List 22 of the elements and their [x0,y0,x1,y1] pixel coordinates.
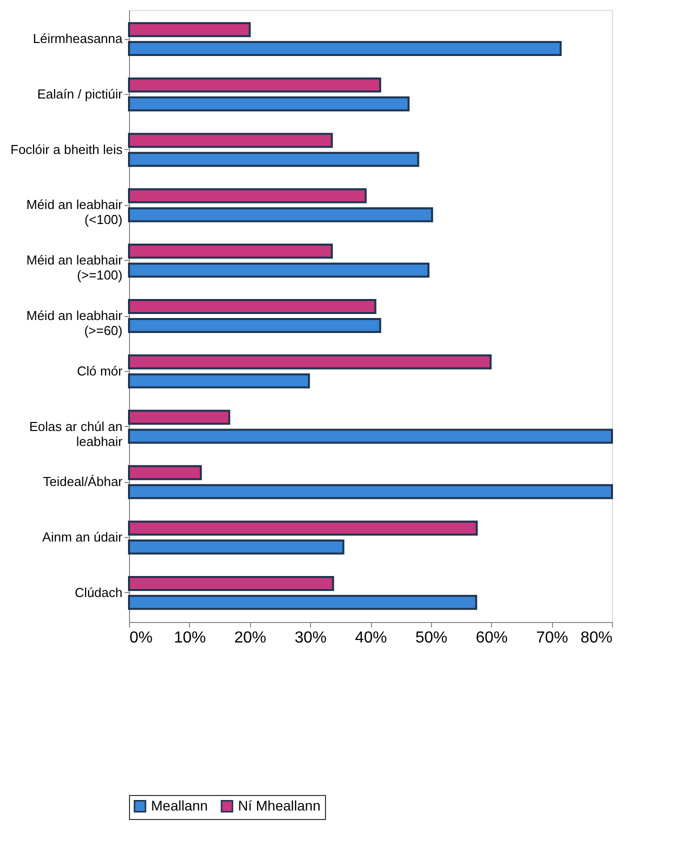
y-tick-label: Méid an leabhair (>=100) [26,252,124,283]
y-tick-label: Teideal/Ábhar [43,474,124,490]
x-tick-label: 30% [294,630,327,646]
x-tick-label: 80% [580,630,612,646]
y-tick-label: Ealaín / pictiúir [37,86,124,102]
x-tick-label: 0% [130,630,153,646]
y-tick-label: Cló mór [76,363,124,378]
y-tick-label: Eolas ar chúl an leabhair [29,418,124,449]
y-tick-label: Foclóir a bheith leis [10,142,123,157]
y-tick-label: Méid an leabhair (>=60) [26,308,124,338]
y-tick-label: Méid an leabhair (<100) [26,197,124,228]
x-tick-label: 60% [476,630,508,646]
y-tick-label: Léirmheasanna [32,31,124,46]
x-tick-label: 50% [415,630,448,646]
y-tick-label: Ainm an údair [42,530,124,545]
x-tick-label: 10% [174,630,206,646]
x-tick-label: 20% [234,630,266,646]
legend-label: Ní Mheallann [238,797,320,814]
y-tick-label: Clúdach [74,584,122,600]
x-tick-label: 70% [536,630,568,646]
legend-label: Meallann [151,797,208,814]
x-tick-label: 40% [354,630,388,646]
